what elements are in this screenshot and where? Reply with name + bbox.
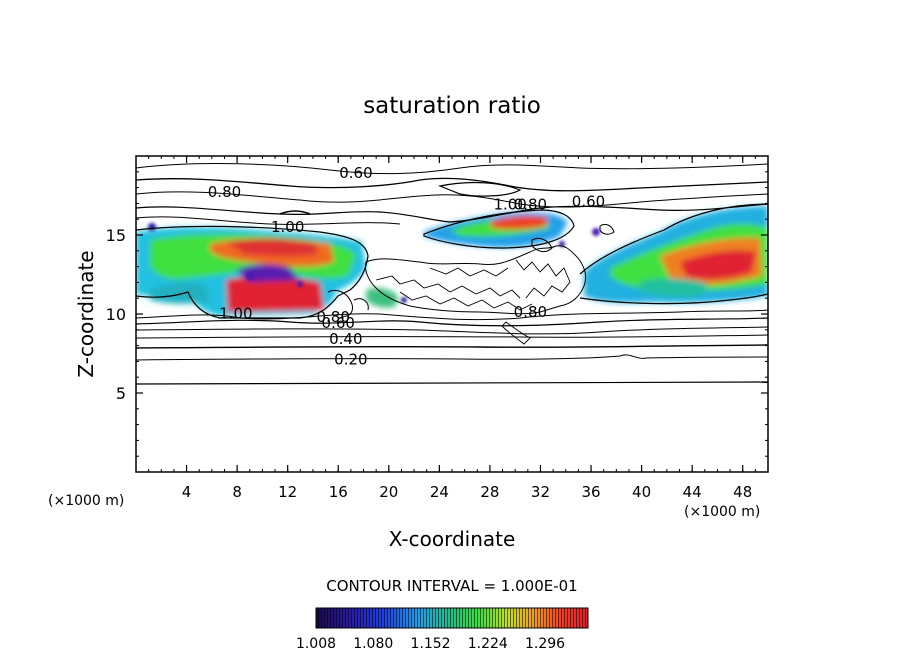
contour-labels: 0.600.801.001.00 0.800.600.400.201.000.80… (208, 164, 605, 368)
west-cloud-red-top (228, 238, 318, 257)
x-tick-label: 16 (329, 483, 348, 501)
contour-label: 1.00 (271, 218, 304, 236)
contour-label: 0.20 (334, 351, 367, 369)
colorbar-tick-label: 1.224 (468, 636, 508, 652)
y-unit-label: (×1000 m) (48, 493, 124, 509)
west-cloud-lower-lobe (150, 282, 210, 304)
plot-area: 0.600.801.001.00 0.800.600.400.201.000.80… (136, 163, 768, 385)
contour-label: 1.00 (219, 305, 252, 323)
x-tick-label: 4 (182, 483, 192, 501)
contour-label: 0.60 (339, 164, 372, 182)
contour-label: 0.60 (322, 314, 355, 332)
x-tick-label: 32 (531, 483, 550, 501)
y-tick-label: 15 (106, 226, 126, 245)
x-tick-label: 24 (430, 483, 449, 501)
y-axis-label: Z-coordinate (74, 250, 98, 377)
colorbar-tick-label: 1.080 (353, 636, 393, 652)
x-axis-label: X-coordinate (389, 527, 516, 551)
colorbar-tick-labels: 1.008 1.080 1.152 1.224 1.296 (296, 636, 565, 652)
x-tick-label: 36 (581, 483, 600, 501)
contour-label: 0.80 (208, 183, 241, 201)
middle-cloud-red (490, 215, 548, 230)
colorbar-stripes (316, 608, 588, 628)
x-tick-label: 20 (379, 483, 398, 501)
x-tick-label: 48 (733, 483, 752, 501)
contour-interval-text: CONTOUR INTERVAL = 1.000E-01 (326, 577, 577, 595)
x-tick-label: 12 (278, 483, 297, 501)
x-tick-label: 28 (480, 483, 499, 501)
x-unit-label: (×1000 m) (684, 504, 760, 520)
contour-label: 1.00 (493, 196, 526, 214)
contour-lines (136, 163, 768, 385)
y-tick-label: 10 (106, 305, 126, 324)
east-cloud-red (680, 250, 756, 280)
colorbar-tick-label: 1.152 (410, 636, 450, 652)
y-tick-label: 5 (116, 384, 126, 403)
colorbar-tick-label: 1.296 (525, 636, 565, 652)
contour-label: 0.40 (329, 330, 362, 348)
colorbar: 1.008 1.080 1.152 1.224 1.296 (296, 607, 589, 652)
colorbar-border (315, 607, 589, 629)
y-axis-ticks: 5 10 15 (106, 171, 768, 457)
contour-label: 0.80 (514, 196, 547, 214)
supersaturation-fill (136, 206, 768, 316)
contour-label: 0.60 (572, 193, 605, 211)
contour-label: 0.80 (316, 308, 349, 326)
contour-label: 0.80 (514, 303, 547, 321)
x-tick-label: 44 (683, 483, 702, 501)
x-tick-label: 8 (232, 483, 242, 501)
colorbar-tick-label: 1.008 (296, 636, 336, 652)
x-axis-ticks: 4 8 12 16 20 24 28 32 36 40 44 48 (148, 156, 756, 501)
chart-title: saturation ratio (363, 93, 541, 119)
x-tick-label: 40 (632, 483, 651, 501)
east-cloud-lower (640, 278, 708, 297)
west-cloud-small-blob (366, 288, 398, 308)
